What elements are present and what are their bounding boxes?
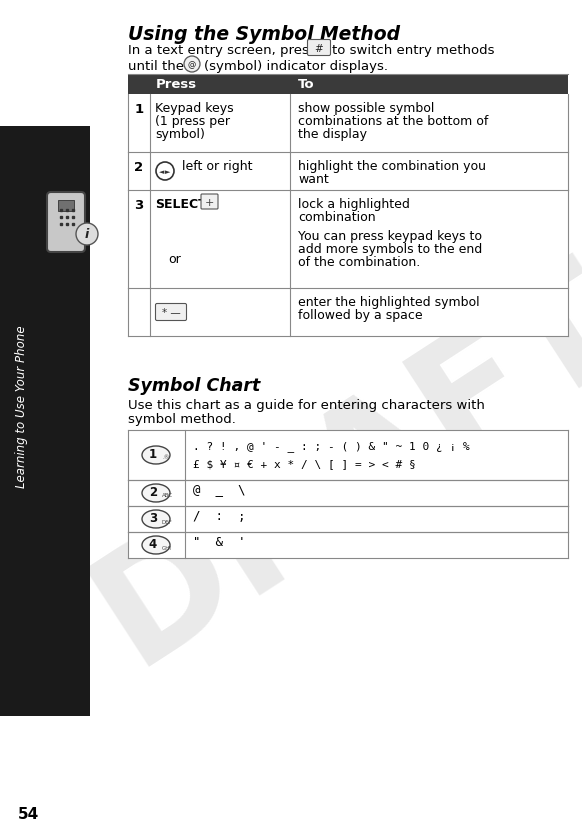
- FancyBboxPatch shape: [128, 153, 568, 191]
- Text: @  _  \: @ _ \: [193, 483, 246, 496]
- Text: highlight the combination you: highlight the combination you: [298, 160, 486, 173]
- FancyBboxPatch shape: [128, 288, 568, 337]
- FancyBboxPatch shape: [128, 75, 568, 95]
- Text: ►: ►: [165, 169, 171, 175]
- Circle shape: [184, 57, 200, 73]
- Text: until the: until the: [128, 60, 184, 73]
- Text: symbol): symbol): [155, 128, 205, 140]
- Text: ◄: ◄: [159, 169, 165, 175]
- Text: 1: 1: [149, 448, 157, 461]
- FancyBboxPatch shape: [128, 431, 568, 481]
- Text: @: @: [188, 60, 196, 69]
- FancyBboxPatch shape: [128, 533, 568, 558]
- Text: 4: 4: [149, 538, 157, 551]
- Text: Use this chart as a guide for entering characters with: Use this chart as a guide for entering c…: [128, 399, 485, 411]
- Ellipse shape: [142, 511, 170, 528]
- FancyBboxPatch shape: [128, 95, 568, 153]
- Text: Symbol Chart: Symbol Chart: [128, 376, 260, 395]
- Text: left or right: left or right: [178, 160, 253, 173]
- Text: (1 press per: (1 press per: [155, 115, 230, 128]
- Text: .®: .®: [162, 455, 169, 460]
- FancyBboxPatch shape: [47, 193, 85, 252]
- Text: 2: 2: [149, 486, 157, 499]
- Text: 2: 2: [134, 161, 144, 174]
- FancyBboxPatch shape: [0, 127, 90, 716]
- Text: 3: 3: [149, 512, 157, 525]
- FancyBboxPatch shape: [128, 481, 568, 507]
- Text: combination: combination: [298, 211, 375, 224]
- Text: . ? ! , @ ' - _ : ; - ( ) & " ~ 1 0 ¿ ¡ %: . ? ! , @ ' - _ : ; - ( ) & " ~ 1 0 ¿ ¡ …: [193, 441, 470, 451]
- Text: You can press keypad keys to: You can press keypad keys to: [298, 230, 482, 242]
- Text: #: #: [315, 43, 324, 54]
- FancyBboxPatch shape: [155, 304, 186, 321]
- Text: want: want: [298, 173, 329, 186]
- Text: SELECT: SELECT: [155, 198, 207, 211]
- Text: In a text entry screen, press: In a text entry screen, press: [128, 44, 316, 57]
- FancyBboxPatch shape: [201, 195, 218, 210]
- Text: followed by a space: followed by a space: [298, 308, 423, 322]
- Text: the display: the display: [298, 128, 367, 140]
- Text: (symbol) indicator displays.: (symbol) indicator displays.: [204, 60, 388, 73]
- Text: show possible symbol: show possible symbol: [298, 102, 434, 115]
- Text: * —: * —: [162, 308, 180, 318]
- Text: DRAFT: DRAFT: [68, 239, 582, 694]
- Text: 1: 1: [134, 103, 144, 116]
- Text: To: To: [298, 79, 315, 91]
- Text: £ $ ¥ ¤ € + x * / \ [ ] = > < # §: £ $ ¥ ¤ € + x * / \ [ ] = > < # §: [193, 458, 416, 468]
- Text: GHI: GHI: [162, 545, 172, 550]
- Text: or: or: [169, 252, 182, 266]
- Text: DEF: DEF: [162, 519, 173, 524]
- Text: Keypad keys: Keypad keys: [155, 102, 233, 115]
- Ellipse shape: [142, 484, 170, 502]
- Text: /  :  ;: / : ;: [193, 509, 246, 522]
- FancyBboxPatch shape: [128, 507, 568, 533]
- Text: symbol method.: symbol method.: [128, 412, 236, 426]
- Circle shape: [76, 224, 98, 246]
- FancyBboxPatch shape: [58, 201, 74, 212]
- Ellipse shape: [142, 446, 170, 465]
- Text: of the combination.: of the combination.: [298, 256, 420, 268]
- Text: combinations at the bottom of: combinations at the bottom of: [298, 115, 488, 128]
- FancyBboxPatch shape: [128, 191, 568, 288]
- Text: enter the highlighted symbol: enter the highlighted symbol: [298, 296, 480, 308]
- Text: +: +: [205, 197, 214, 207]
- Text: Using the Symbol Method: Using the Symbol Method: [128, 25, 400, 44]
- Text: ABC: ABC: [162, 493, 173, 498]
- Text: to switch entry methods: to switch entry methods: [332, 44, 495, 57]
- Text: "  &  ': " & ': [193, 535, 246, 548]
- Text: lock a highlighted: lock a highlighted: [298, 198, 410, 211]
- Text: add more symbols to the end: add more symbols to the end: [298, 242, 482, 256]
- Text: Learning to Use Your Phone: Learning to Use Your Phone: [16, 325, 29, 487]
- Text: Press: Press: [156, 79, 197, 91]
- Text: 54: 54: [17, 807, 38, 822]
- Text: i: i: [85, 228, 89, 242]
- Ellipse shape: [142, 537, 170, 554]
- Text: 3: 3: [134, 199, 144, 212]
- FancyBboxPatch shape: [307, 40, 331, 57]
